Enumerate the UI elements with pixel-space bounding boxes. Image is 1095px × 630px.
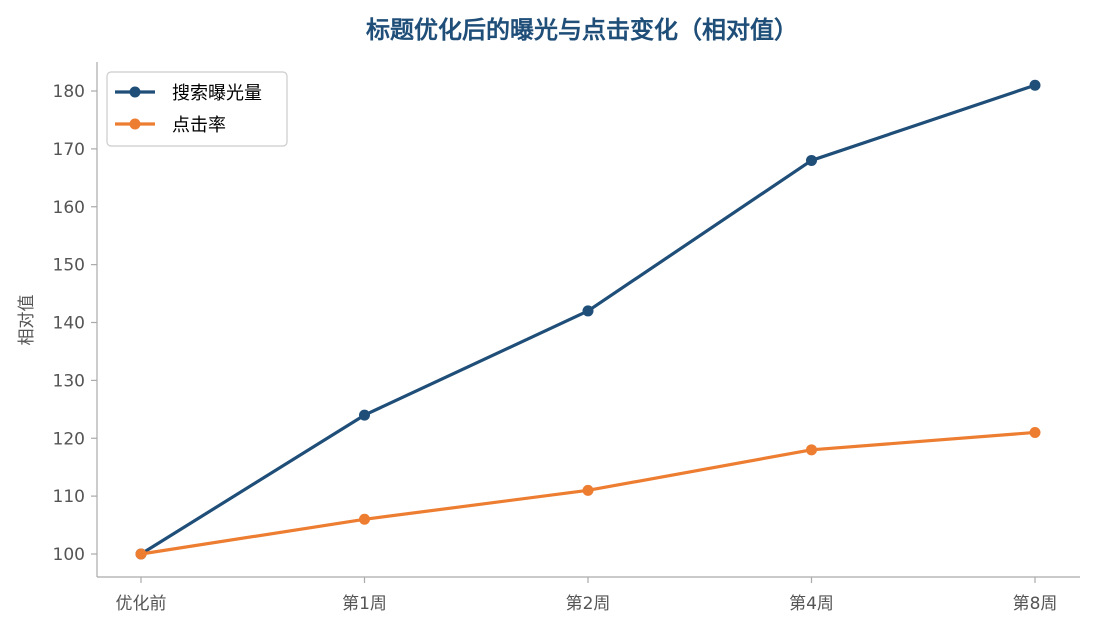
y-tick-label: 150 [53, 256, 85, 276]
x-tick-label: 第8周 [1013, 594, 1058, 614]
data-point [582, 484, 594, 496]
series-2 [135, 426, 1041, 560]
legend-label: 点击率 [172, 115, 226, 136]
data-point [806, 444, 817, 456]
chart-title: 标题优化后的曝光与点击变化（相对值） [366, 16, 798, 44]
data-point [1029, 79, 1041, 91]
series-line [139, 83, 1037, 556]
y-tick-label: 140 [53, 314, 85, 334]
data-point [806, 154, 817, 166]
y-tick-label: 170 [53, 140, 85, 160]
y-tick-label: 110 [53, 487, 85, 507]
y-tick-label: 180 [53, 82, 85, 102]
y-axis-label: 相对值 [17, 295, 37, 346]
data-point [359, 409, 370, 421]
data-point [135, 548, 147, 560]
x-tick-label: 第1周 [342, 594, 387, 614]
legend-swatch-marker [129, 86, 141, 98]
y-tick-label: 100 [53, 545, 85, 565]
x-tick-label: 第2周 [566, 594, 611, 614]
x-tick-label: 第4周 [789, 594, 834, 614]
legend-swatch-marker [129, 118, 141, 130]
y-tick-label: 160 [53, 198, 85, 218]
data-point [582, 305, 594, 317]
series-layer [135, 79, 1041, 560]
x-tick-label: 优化前 [116, 594, 167, 614]
data-point [1029, 426, 1041, 438]
legend-label: 搜索曝光量 [172, 83, 262, 104]
data-point [359, 513, 370, 525]
y-tick-label: 130 [53, 371, 85, 391]
axes-group: 100 110 120 130 140 150 160 170 180 优化前 第1周 第2周 第4周 第… [53, 62, 1080, 614]
y-tick-label: 120 [53, 429, 85, 449]
